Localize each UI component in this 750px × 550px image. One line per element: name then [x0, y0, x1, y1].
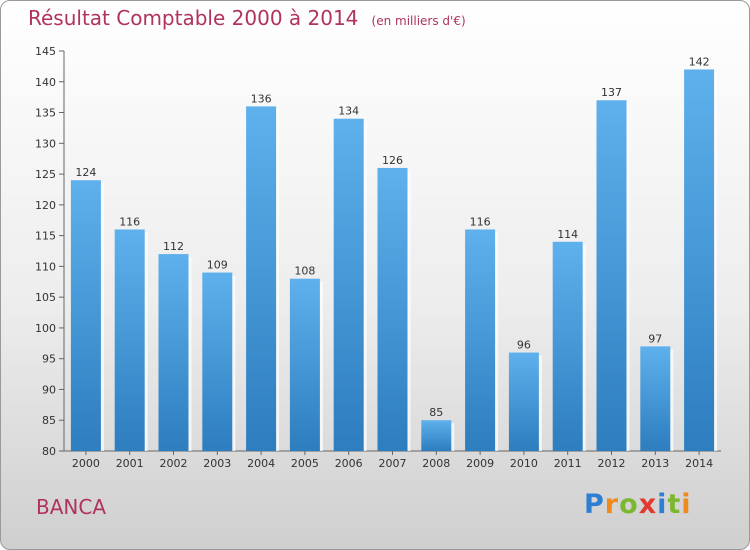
data-label: 136 [251, 92, 272, 105]
bar [552, 241, 583, 451]
data-label: 116 [119, 215, 140, 228]
bar [596, 100, 627, 451]
y-tick-label: 145 [35, 45, 56, 58]
y-tick-label: 110 [35, 260, 56, 273]
x-tick-label: 2011 [554, 457, 582, 470]
data-label: 116 [470, 215, 491, 228]
y-tick-label: 105 [35, 291, 56, 304]
x-tick-label: 2003 [203, 457, 231, 470]
x-tick-label: 2007 [379, 457, 407, 470]
data-label: 97 [648, 332, 662, 345]
logo-letter: i [681, 489, 692, 520]
data-label: 96 [517, 339, 531, 352]
x-tick-label: 2009 [466, 457, 494, 470]
logo-letter: i [657, 489, 668, 520]
x-tick-label: 2006 [335, 457, 363, 470]
x-tick-label: 2004 [247, 457, 275, 470]
data-label: 134 [338, 105, 359, 118]
y-tick-label: 115 [35, 230, 56, 243]
y-tick-label: 95 [42, 353, 56, 366]
data-label: 112 [163, 240, 184, 253]
logo-letter: P [584, 489, 605, 520]
bar [421, 420, 452, 451]
x-tick-label: 2012 [598, 457, 626, 470]
x-tick-label: 2002 [160, 457, 188, 470]
x-tick-label: 2001 [116, 457, 144, 470]
data-label: 142 [689, 55, 710, 68]
bar [508, 352, 539, 451]
bar [246, 106, 277, 451]
y-tick-label: 85 [42, 414, 56, 427]
y-tick-label: 140 [35, 76, 56, 89]
x-tick-label: 2014 [685, 457, 713, 470]
logo-letter: r [604, 489, 620, 520]
bar [158, 254, 189, 451]
bar [202, 272, 233, 451]
y-tick-label: 80 [42, 445, 56, 458]
bar [640, 346, 671, 451]
y-tick-label: 130 [35, 137, 56, 150]
commune-name: BANCA [36, 495, 107, 519]
data-label: 137 [601, 86, 622, 99]
x-tick-label: 2013 [641, 457, 669, 470]
x-tick-label: 2008 [422, 457, 450, 470]
proxiti-logo: Proxiti [584, 489, 692, 520]
x-tick-label: 2010 [510, 457, 538, 470]
logo-letter: x [638, 489, 658, 520]
chart-title-block: Résultat Comptable 2000 à 2014 (en milli… [28, 6, 466, 30]
bar [684, 69, 715, 451]
bar [114, 229, 145, 451]
logo-letter: o [619, 489, 639, 520]
x-tick-label: 2005 [291, 457, 319, 470]
bar [333, 118, 364, 451]
data-label: 85 [429, 406, 443, 419]
data-label: 126 [382, 154, 403, 167]
logo-letter: t [667, 489, 682, 520]
data-label: 108 [294, 265, 315, 278]
data-label: 114 [557, 228, 578, 241]
y-tick-label: 125 [35, 168, 56, 181]
y-tick-label: 100 [35, 322, 56, 335]
bar [465, 229, 496, 451]
data-label: 124 [75, 166, 96, 179]
chart-unit: (en milliers d'€) [371, 14, 466, 28]
bar [377, 167, 408, 451]
chart-title: Résultat Comptable 2000 à 2014 [28, 6, 359, 30]
y-tick-label: 90 [42, 383, 56, 396]
y-tick-label: 135 [35, 107, 56, 120]
bar [289, 278, 320, 451]
data-label: 109 [207, 259, 228, 272]
bar [70, 180, 101, 451]
x-tick-label: 2000 [72, 457, 100, 470]
y-tick-label: 120 [35, 199, 56, 212]
